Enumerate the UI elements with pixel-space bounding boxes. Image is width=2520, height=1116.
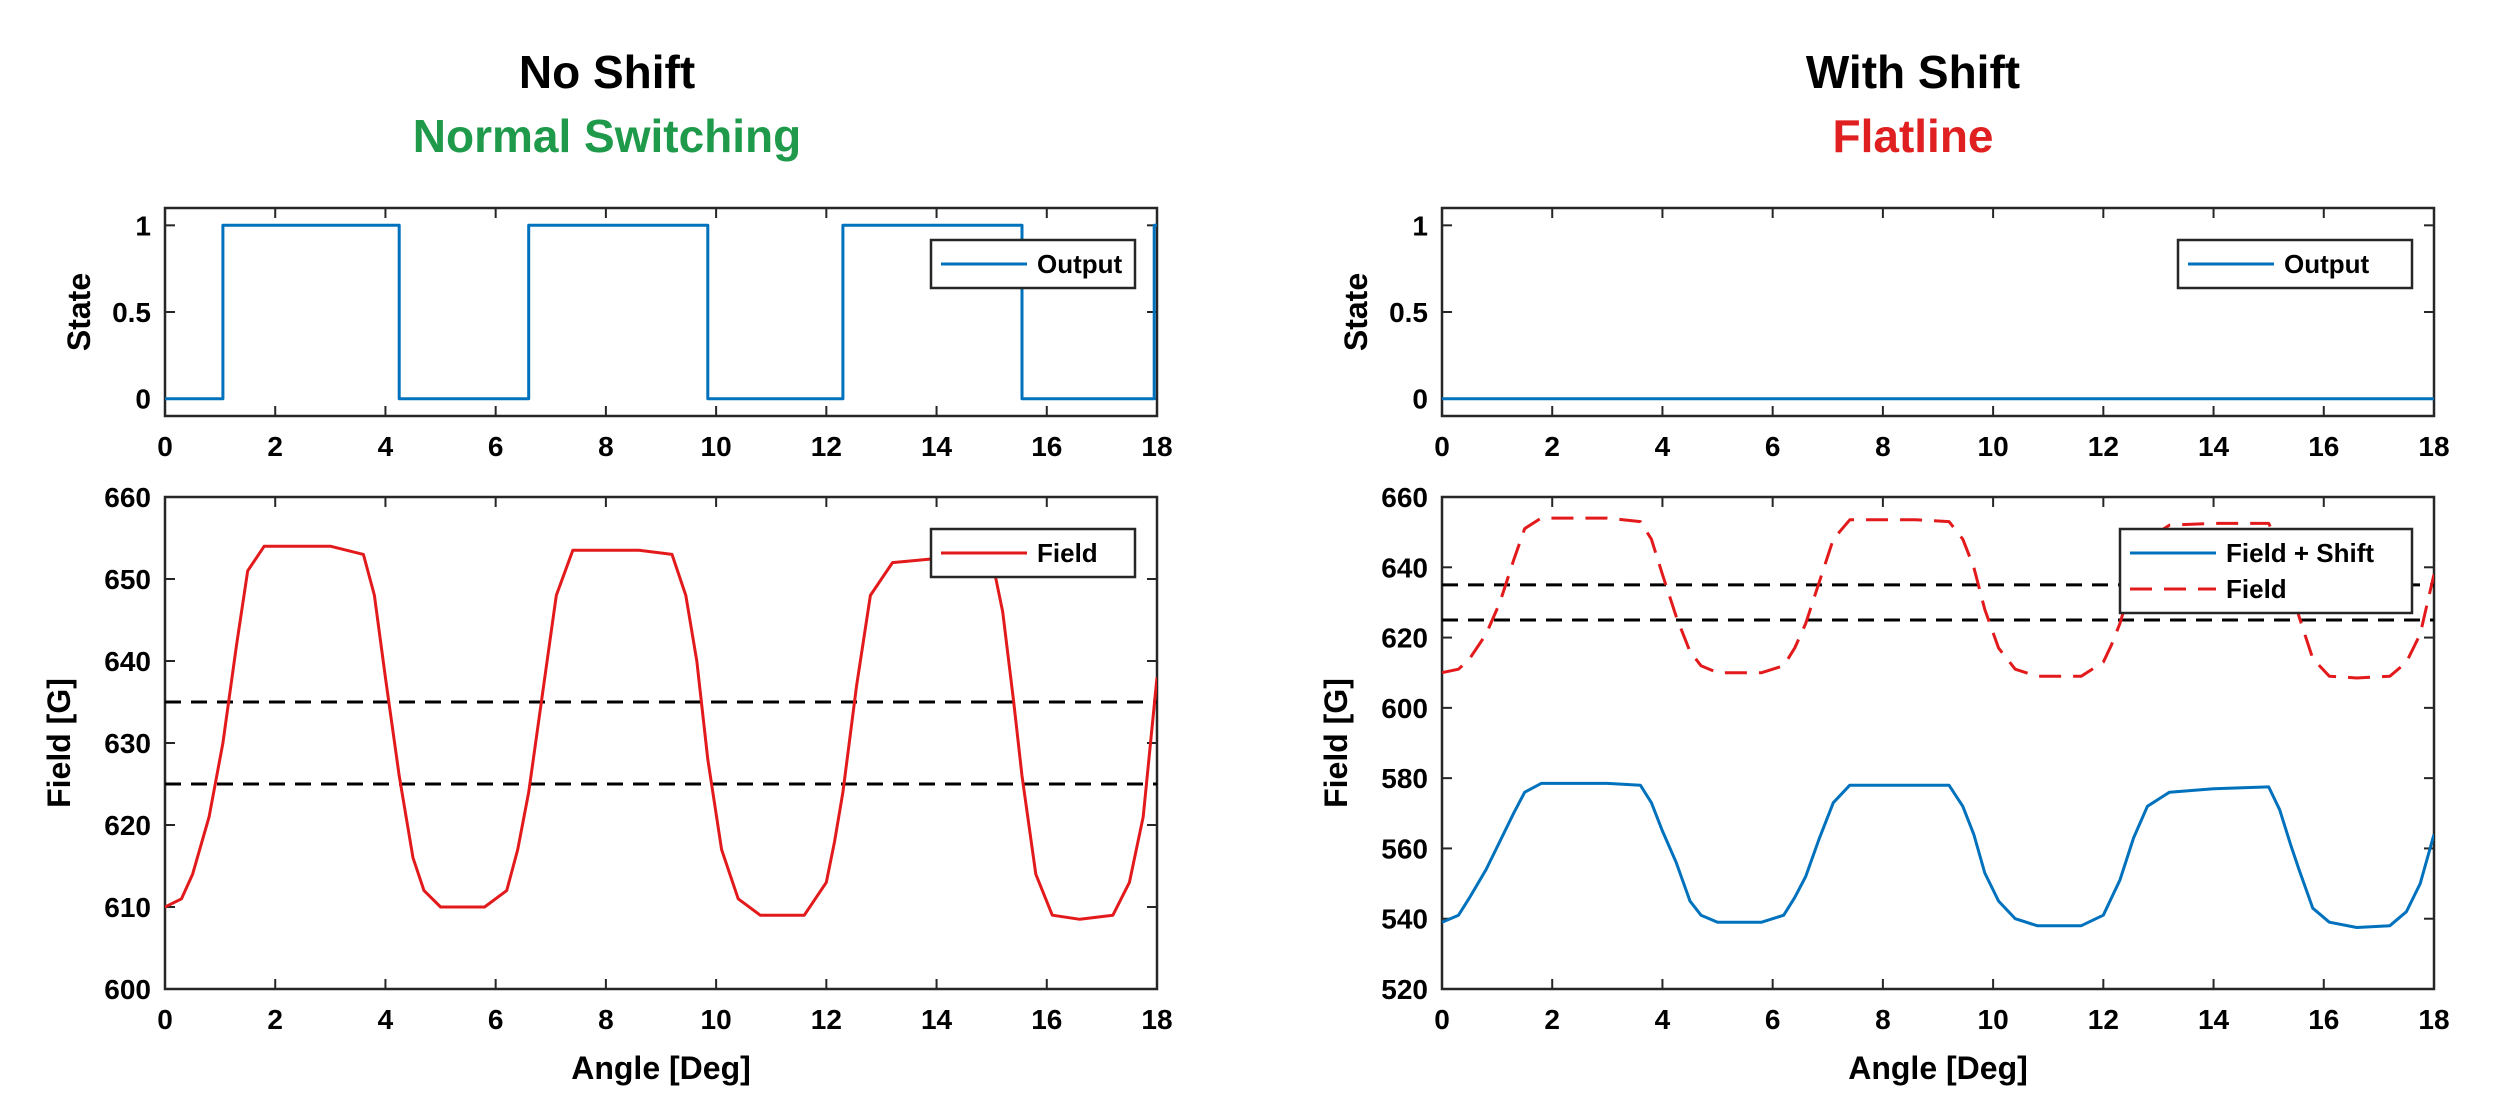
x-tick-label: 16 [1031, 431, 1062, 462]
x-tick-label: 4 [1655, 1004, 1671, 1035]
x-tick-label: 6 [1765, 431, 1781, 462]
x-tick-label: 12 [811, 431, 842, 462]
legend: Field [929, 527, 1137, 579]
x-tick-label: 4 [1655, 431, 1671, 462]
y-tick-label: 630 [104, 728, 151, 759]
panel-left-title: No Shift [519, 46, 695, 98]
y-axis-label: State [1338, 273, 1374, 351]
legend-label: Field [1037, 538, 1098, 568]
x-tick-label: 12 [2088, 431, 2119, 462]
x-tick-label: 10 [1978, 1004, 2009, 1035]
x-tick-label: 14 [2198, 431, 2230, 462]
x-tick-label: 18 [1141, 431, 1172, 462]
x-tick-label: 0 [1434, 431, 1450, 462]
x-tick-label: 14 [2198, 1004, 2230, 1035]
x-tick-label: 14 [921, 1004, 953, 1035]
y-tick-label: 520 [1381, 974, 1428, 1005]
legend-label: Output [2284, 249, 2370, 279]
x-tick-label: 2 [1544, 1004, 1560, 1035]
x-tick-label: 6 [488, 1004, 504, 1035]
x-tick-label: 10 [1978, 431, 2009, 462]
y-tick-label: 600 [1381, 693, 1428, 724]
x-tick-label: 16 [2308, 1004, 2339, 1035]
x-tick-label: 2 [267, 1004, 283, 1035]
y-tick-label: 540 [1381, 904, 1428, 935]
y-tick-label: 650 [104, 564, 151, 595]
y-tick-label: 620 [104, 810, 151, 841]
series-line-field [165, 544, 1157, 921]
x-tick-label: 8 [1875, 1004, 1891, 1035]
left-state-axes: 0 2 4 6 8 10 12 14 16 18 0 0.5 1 State Output [61, 206, 1173, 462]
x-tick-label: 4 [378, 431, 394, 462]
plot-area [165, 223, 1157, 401]
x-axis-label: Angle [Deg] [571, 1050, 751, 1086]
y-tick-label: 0.5 [1389, 297, 1428, 328]
y-tick-label: 0 [135, 384, 151, 415]
y-tick-label: 600 [104, 974, 151, 1005]
axes-frame [163, 495, 1159, 991]
y-tick-label: 640 [1381, 552, 1428, 583]
x-tick-label: 18 [2418, 1004, 2449, 1035]
y-tick-label: 640 [104, 646, 151, 677]
x-tick-label: 0 [157, 431, 173, 462]
legend-label: Field + Shift [2226, 538, 2374, 568]
y-tick-label: 0 [1412, 384, 1428, 415]
x-tick-label: 12 [2088, 1004, 2119, 1035]
legend: Output [929, 238, 1137, 290]
panel-left-heading: No Shift Normal Switching [413, 46, 801, 162]
plot-area [165, 544, 1157, 921]
legend-box [2118, 527, 2414, 615]
right-field-axes: 0 2 4 6 8 10 12 14 16 18 520 540 560 580 600 620 640 660 A… [1318, 482, 2450, 1086]
x-tick-label: 18 [2418, 431, 2449, 462]
y-tick-label: 580 [1381, 763, 1428, 794]
y-tick-label: 610 [104, 892, 151, 923]
x-tick-label: 8 [598, 431, 614, 462]
x-tick-label: 2 [267, 431, 283, 462]
x-tick-label: 12 [811, 1004, 842, 1035]
x-tick-label: 6 [1765, 1004, 1781, 1035]
legend: Output [2176, 238, 2414, 290]
legend-label: Field [2226, 574, 2287, 604]
x-tick-label: 6 [488, 431, 504, 462]
y-tick-label: 620 [1381, 623, 1428, 654]
x-tick-label: 10 [701, 431, 732, 462]
y-tick-label: 660 [1381, 482, 1428, 513]
legend: Field + Shift Field [2118, 527, 2414, 615]
right-state-axes: 0 2 4 6 8 10 12 14 16 18 0 0.5 1 State Output [1338, 206, 2450, 462]
x-tick-label: 2 [1544, 431, 1560, 462]
x-tick-label: 18 [1141, 1004, 1172, 1035]
x-axis-label: Angle [Deg] [1848, 1050, 2028, 1086]
y-tick-label: 660 [104, 482, 151, 513]
x-tick-label: 0 [157, 1004, 173, 1035]
series-line-field-shift [1442, 781, 2434, 929]
panel-right-title: With Shift [1806, 46, 2020, 98]
x-tick-label: 8 [1875, 431, 1891, 462]
panel-right-subtitle: Flatline [1832, 110, 1993, 162]
x-tick-label: 14 [921, 431, 953, 462]
y-tick-label: 560 [1381, 833, 1428, 864]
y-tick-label: 0.5 [112, 297, 151, 328]
y-tick-label: 1 [1412, 210, 1428, 241]
y-tick-label: 1 [135, 210, 151, 241]
panel-left-subtitle: Normal Switching [413, 110, 801, 162]
x-tick-label: 8 [598, 1004, 614, 1035]
x-tick-label: 4 [378, 1004, 394, 1035]
left-field-axes: 0 2 4 6 8 10 12 14 16 18 600 610 620 630 640 650 660 Angl… [41, 482, 1173, 1086]
x-tick-label: 16 [2308, 431, 2339, 462]
y-axis-label: Field [G] [1318, 678, 1354, 808]
x-tick-label: 0 [1434, 1004, 1450, 1035]
series-line-output [165, 223, 1157, 401]
y-axis-label: Field [G] [41, 678, 77, 808]
y-axis-label: State [61, 273, 97, 351]
x-tick-label: 10 [701, 1004, 732, 1035]
x-tick-label: 16 [1031, 1004, 1062, 1035]
legend-label: Output [1037, 249, 1123, 279]
panel-right-heading: With Shift Flatline [1806, 46, 2020, 162]
